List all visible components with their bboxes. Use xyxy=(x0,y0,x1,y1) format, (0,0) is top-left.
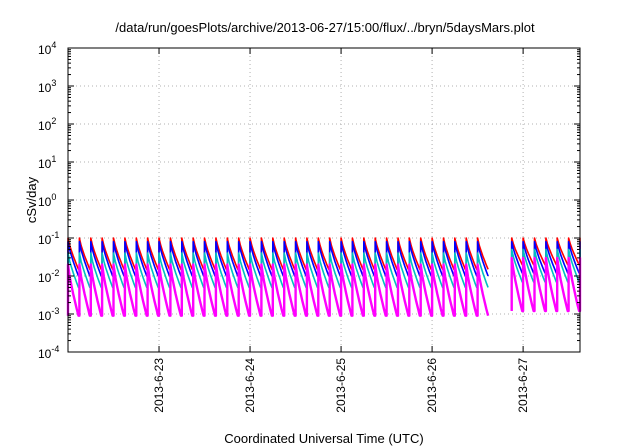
x-tick-label: 2013-6-23 xyxy=(152,358,166,413)
y-tick-label: 10-2 xyxy=(38,268,59,285)
series-line xyxy=(67,248,581,289)
x-tick-label: 2013-6-26 xyxy=(425,358,439,413)
y-tick-label: 104 xyxy=(38,40,56,57)
x-axis: 2013-6-23 2013-6-24 2013-6-25 2013-6-26 2013… xyxy=(152,48,530,413)
y-tick-label: 100 xyxy=(38,192,56,209)
y-axis-label: cSv/day xyxy=(24,176,39,223)
y-tick-label: 10-4 xyxy=(38,344,59,361)
x-tick-label: 2013-6-24 xyxy=(243,358,257,413)
y-tick-label: 10-3 xyxy=(38,306,59,323)
series-lines xyxy=(66,237,582,317)
chart-title: /data/run/goesPlots/archive/2013-06-27/1… xyxy=(115,20,535,35)
y-axis: 10-4 10-3 10-2 10-1 100 101 102 103 104 xyxy=(38,40,580,361)
y-tick-label: 102 xyxy=(38,116,56,133)
x-axis-label: Coordinated Universal Time (UTC) xyxy=(224,431,423,446)
x-tick-label: 2013-6-27 xyxy=(516,358,530,413)
series-line xyxy=(67,240,581,277)
y-tick-label: 10-1 xyxy=(38,230,59,247)
y-tick-label: 103 xyxy=(38,78,56,95)
y-tick-label: 101 xyxy=(38,154,56,171)
series-line xyxy=(67,237,581,271)
x-tick-label: 2013-6-25 xyxy=(334,358,348,413)
